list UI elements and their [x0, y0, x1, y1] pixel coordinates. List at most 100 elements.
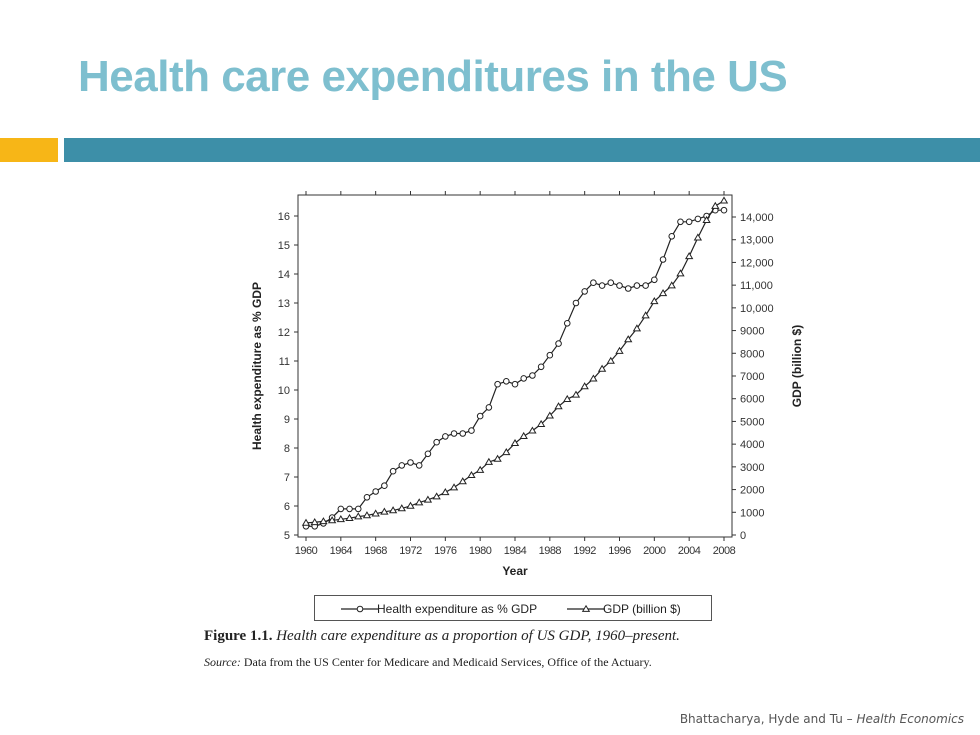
gdp-data-point — [510, 438, 520, 447]
x-tick-label: 1988 — [539, 545, 562, 557]
gdp-data-point — [345, 513, 354, 521]
health-data-point — [685, 218, 693, 226]
gdp-data-point — [667, 281, 676, 289]
y-tick-label-right: 13,000 — [740, 235, 774, 247]
gdp-data-point — [449, 483, 459, 491]
gdp-data-point — [702, 215, 711, 223]
health-data-point — [607, 279, 615, 286]
gdp-data-point — [563, 394, 572, 402]
gdp-data-point — [658, 289, 668, 297]
y-tick-label-right: 5000 — [740, 416, 764, 428]
gdp-data-point — [711, 201, 720, 209]
gdp-data-point — [684, 252, 694, 260]
credit-book-title: Health Economics — [856, 712, 964, 726]
gdp-data-point — [693, 233, 703, 241]
gdp-data-point — [319, 517, 328, 525]
y-tick-label-left: 12 — [278, 327, 290, 339]
gdp-data-point — [310, 517, 319, 526]
y-tick-label-right: 11,000 — [740, 280, 773, 292]
gdp-data-point — [301, 518, 311, 526]
gdp-data-point — [528, 426, 537, 434]
x-tick-label: 1968 — [364, 545, 387, 557]
health-data-point — [485, 404, 493, 411]
health-data-point — [337, 505, 345, 513]
figure-caption-label: Figure 1.1. — [204, 628, 273, 644]
health-data-point — [633, 282, 641, 289]
health-data-point — [372, 488, 379, 495]
y-axis-label-left: Health expenditure as % GDP — [250, 282, 264, 450]
legend-label-health: Health expenditure as % GDP — [377, 602, 538, 616]
gdp-data-point — [406, 501, 415, 509]
legend-marker-health — [341, 605, 379, 613]
x-tick-label: 1996 — [608, 545, 631, 557]
accent-bar-orange — [0, 138, 58, 162]
gdp-data-point — [371, 509, 380, 517]
health-data-point — [424, 450, 432, 458]
gdp-data-point — [336, 515, 346, 523]
gdp-data-point — [354, 512, 363, 520]
health-data-point — [363, 494, 371, 501]
gdp-data-point — [554, 402, 563, 410]
health-data-point — [415, 462, 423, 469]
y-tick-label-left: 14 — [278, 269, 290, 281]
legend-marker-gdp — [567, 604, 605, 612]
gdp-data-point — [641, 311, 650, 319]
gdp-data-point — [484, 457, 494, 465]
health-data-point — [546, 351, 554, 359]
y-tick-label-left: 7 — [284, 472, 290, 484]
health-data-point — [433, 438, 440, 446]
gdp-data-point — [380, 507, 389, 515]
health-data-point — [459, 430, 467, 437]
y-axis-label-right: GDP (billion $) — [790, 325, 804, 407]
health-data-point — [590, 279, 597, 286]
y-tick-label-left: 10 — [278, 385, 290, 397]
x-tick-label: 1980 — [469, 545, 492, 557]
health-data-point — [668, 233, 676, 240]
health-data-point — [659, 256, 667, 263]
x-tick-label: 1960 — [295, 545, 318, 557]
health-data-point — [529, 372, 536, 379]
y-tick-label-left: 16 — [278, 211, 290, 223]
y-tick-label-right: 14,000 — [740, 212, 774, 224]
health-data-point — [537, 363, 545, 371]
health-data-point — [494, 380, 501, 388]
dual-axis-line-chart: 5 6 7 8 9 10 11 12 13 14 15 16 0 1000 2000 3000 4000 5000… — [250, 191, 804, 578]
series-line-gdp — [305, 200, 725, 524]
gdp-data-point — [676, 269, 685, 277]
health-data-point — [581, 288, 588, 295]
health-data-point — [398, 462, 406, 469]
x-tick-label: 2000 — [643, 545, 666, 557]
y-tick-label-left: 13 — [278, 298, 290, 310]
health-data-point — [720, 206, 728, 214]
figure-caption: Figure 1.1. Health care expenditure as a… — [204, 628, 680, 645]
gdp-data-point — [719, 196, 729, 204]
health-data-point — [555, 340, 562, 347]
y-tick-label-right: 0 — [740, 530, 746, 542]
health-data-point — [450, 430, 458, 437]
gdp-data-point — [362, 511, 372, 519]
y-tick-label-right: 6000 — [740, 394, 764, 406]
gdp-data-point — [580, 382, 589, 390]
credit-authors: Bhattacharya, Hyde and Tu – — [679, 712, 857, 726]
y-tick-label-left: 6 — [284, 501, 290, 513]
plot-frame — [297, 194, 733, 538]
chart-legend: Health expenditure as % GDP GDP (billion… — [314, 595, 712, 621]
slide-credit: Bhattacharya, Hyde and Tu – Health Econo… — [680, 712, 964, 726]
health-data-point — [502, 378, 510, 385]
y-tick-label-right: 8000 — [740, 348, 764, 360]
health-data-point — [598, 282, 606, 289]
gdp-data-point — [650, 296, 659, 305]
health-data-point — [407, 459, 414, 466]
legend-label-gdp: GDP (billion $) — [603, 602, 681, 616]
x-tick-label: 1976 — [434, 545, 457, 557]
y-tick-label-left: 9 — [284, 414, 290, 426]
gdp-data-point — [441, 488, 450, 496]
gdp-data-point — [536, 419, 546, 427]
y-tick-label-right: 12,000 — [740, 257, 774, 269]
gdp-data-point — [458, 477, 467, 485]
health-data-point — [511, 380, 519, 388]
gdp-data-point — [519, 431, 528, 439]
health-data-point — [520, 375, 528, 382]
health-data-point — [468, 427, 475, 434]
figure-source-text: Data from the US Center for Medicare and… — [243, 655, 652, 669]
